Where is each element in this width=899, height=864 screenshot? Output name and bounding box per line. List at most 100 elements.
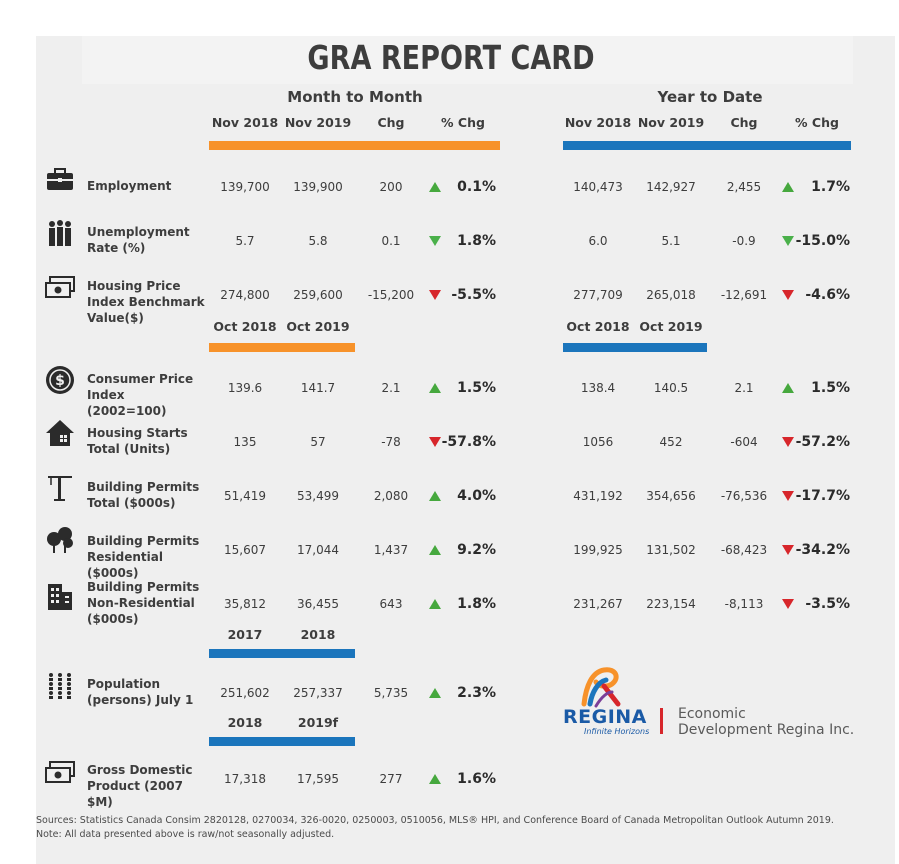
- org-name-line1: Economic: [678, 706, 746, 722]
- people-icon: [49, 220, 71, 246]
- svg-text:$: $: [55, 373, 65, 389]
- cash-icon: [45, 761, 75, 783]
- section-month-to-month: Month to Month: [287, 88, 423, 106]
- footer-note: Note: All data presented above is raw/no…: [36, 829, 335, 840]
- mtm-pct-change: 1.8%: [457, 596, 496, 612]
- mtm-value: 57: [310, 435, 326, 449]
- mtm-value: 17,044: [297, 543, 339, 557]
- mtm-change-arrow-icon: [429, 491, 441, 501]
- logo-divider: [660, 708, 663, 734]
- mtm-change-arrow-icon: [429, 290, 441, 300]
- mtm-change-arrow-icon: [429, 437, 441, 447]
- mtm-value: 2,080: [373, 489, 409, 503]
- ytd-value: -12,691: [720, 288, 768, 302]
- mtm-value: 51,419: [224, 489, 266, 503]
- mtm-value: 5,735: [373, 686, 409, 700]
- row-label: Consumer Price Index (2002=100): [87, 372, 194, 418]
- pop-header-bar: [209, 649, 355, 658]
- regina-logo-word: REGINA: [563, 706, 647, 728]
- ytd-value: -76,536: [720, 489, 768, 503]
- row-label: Gross Domestic Product (2007 $M): [87, 763, 193, 809]
- col-chg: Chg: [377, 115, 405, 130]
- title-band: [82, 36, 853, 84]
- ytd-header-bar: [563, 141, 851, 150]
- report-card-panel: [36, 36, 895, 864]
- ytd-pct-change: 1.7%: [811, 179, 850, 195]
- ytd-value: 277,709: [573, 288, 623, 302]
- ytd-value: 2.1: [734, 381, 754, 395]
- crane-icon: [48, 476, 72, 501]
- mtm-value: 139.6: [227, 381, 263, 395]
- ytd-value: 431,192: [573, 489, 623, 503]
- section-year-to-date: Year to Date: [657, 88, 763, 106]
- ytd-value: 452: [659, 435, 683, 449]
- row-label: Population (persons) July 1: [87, 677, 194, 707]
- footer-sources: Sources: Statistics Canada Consim 282012…: [36, 815, 834, 826]
- ytd-change-arrow-icon: [782, 236, 794, 246]
- ytd-pct-change: -4.6%: [805, 287, 850, 303]
- ytd-value: 142,927: [646, 180, 696, 194]
- ytd-pct-change: -17.7%: [795, 488, 850, 504]
- ytd-value: 140,473: [573, 180, 623, 194]
- col-nov2019: Nov 2019: [284, 115, 352, 130]
- ytd-change-arrow-icon: [782, 599, 794, 609]
- mtm-value: 53,499: [297, 489, 339, 503]
- mtm-value: 35,812: [224, 597, 266, 611]
- mtm-value: 259,600: [293, 288, 343, 302]
- oct-mtm-bar: [209, 343, 355, 352]
- col-gdp-2019f: 2019f: [297, 715, 339, 730]
- ytd-value: 231,267: [573, 597, 623, 611]
- ytd-value: -8,113: [724, 597, 764, 611]
- mtm-value: 0.1: [381, 234, 401, 248]
- mtm-change-arrow-icon: [429, 236, 441, 246]
- ytd-change-arrow-icon: [782, 290, 794, 300]
- mtm-value: 139,900: [293, 180, 343, 194]
- briefcase-icon: [47, 168, 73, 190]
- mtm-pct-change: -57.8%: [441, 434, 496, 450]
- mtm-value: 277: [379, 772, 403, 786]
- mtm-value: 643: [379, 597, 403, 611]
- col-pct-chg: % Chg: [441, 115, 485, 130]
- col-gdp-2018: 2018: [227, 715, 263, 730]
- trees-icon: [47, 527, 73, 553]
- ytd-value: 5.1: [661, 234, 681, 248]
- mtm-value: 17,595: [297, 772, 339, 786]
- mtm-change-arrow-icon: [429, 688, 441, 698]
- oct-ytd-bar: [563, 343, 707, 352]
- mtm-change-arrow-icon: [429, 545, 441, 555]
- mtm-value: 5.7: [235, 234, 255, 248]
- cash-icon: [45, 276, 75, 298]
- ytd-pct-change: -34.2%: [795, 542, 850, 558]
- col-oct2018: Oct 2018: [213, 319, 277, 334]
- mtm-pct-change: 2.3%: [457, 685, 496, 701]
- ytd-change-arrow-icon: [782, 437, 794, 447]
- mtm-header-bar: [209, 141, 500, 150]
- row-label: Employment: [87, 179, 172, 193]
- col-ytd-oct2019: Oct 2019: [639, 319, 703, 334]
- ytd-pct-change: -57.2%: [795, 434, 850, 450]
- row-label: Unemployment Rate (%): [87, 225, 190, 255]
- ytd-value: -68,423: [720, 543, 768, 557]
- row-label: Building Permits Residential ($000s): [87, 534, 200, 580]
- mtm-value: 139,700: [220, 180, 270, 194]
- mtm-value: 141.7: [300, 381, 336, 395]
- ytd-change-arrow-icon: [782, 383, 794, 393]
- row-label: Building Permits Non-Residential ($000s): [87, 580, 200, 626]
- mtm-value: 36,455: [297, 597, 339, 611]
- mtm-value: 1,437: [373, 543, 409, 557]
- ytd-value: -0.9: [732, 234, 756, 248]
- dollar-coin-icon: $: [46, 366, 74, 394]
- ytd-value: 223,154: [646, 597, 696, 611]
- ytd-value: 1056: [582, 435, 614, 449]
- mtm-value: 251,602: [220, 686, 270, 700]
- mtm-value: -15,200: [367, 288, 415, 302]
- mtm-pct-change: 1.8%: [457, 233, 496, 249]
- ytd-value: 265,018: [646, 288, 696, 302]
- ytd-pct-change: -15.0%: [795, 233, 850, 249]
- ytd-value: 2,455: [726, 180, 762, 194]
- row-label: Building Permits Total ($000s): [87, 480, 200, 510]
- mtm-value: 5.8: [308, 234, 328, 248]
- ytd-value: -604: [730, 435, 758, 449]
- ytd-pct-change: 1.5%: [811, 380, 850, 396]
- mtm-change-arrow-icon: [429, 383, 441, 393]
